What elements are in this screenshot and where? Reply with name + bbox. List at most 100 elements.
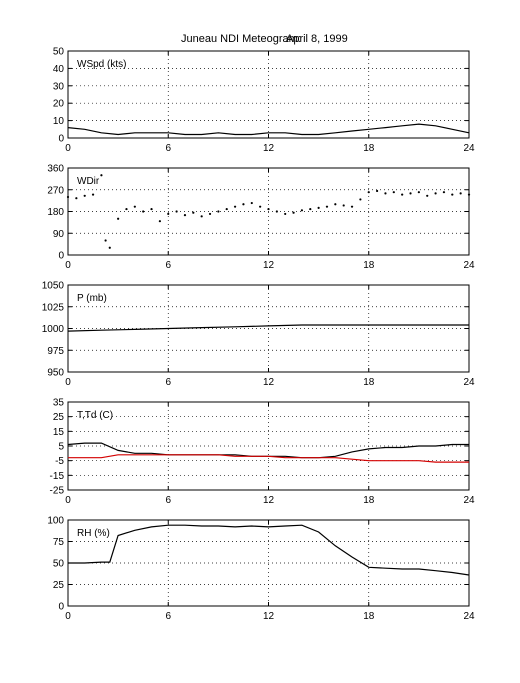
- series-line-0: [68, 524, 470, 576]
- data-point: [434, 192, 437, 195]
- panel-label: WDir: [77, 176, 100, 187]
- data-point: [66, 195, 70, 199]
- panel-label: P (mb): [77, 293, 107, 304]
- data-point: [225, 207, 228, 211]
- data-point: [167, 212, 170, 216]
- x-tick-label: 6: [165, 611, 171, 622]
- x-tick-label: 0: [65, 260, 71, 271]
- panel-1: 0 90 180 270 360 0 6 12 18 24 WDir: [47, 164, 475, 272]
- figure-date: April 8, 1999: [286, 33, 348, 45]
- x-tick-label: 18: [363, 143, 375, 154]
- data-point: [108, 246, 111, 249]
- x-tick-label: 12: [263, 495, 275, 506]
- data-point: [267, 207, 270, 211]
- y-tick-label: 0: [58, 602, 64, 613]
- y-tick-label: 30: [53, 81, 65, 92]
- y-tick-label: 15: [53, 427, 65, 438]
- series-line-0: [67, 324, 469, 332]
- y-tick-label: 1000: [42, 324, 65, 335]
- panel-4: 0 25 50 75 100 0 6 12 18 24 RH (%): [47, 516, 475, 623]
- data-point: [350, 205, 354, 208]
- data-point: [75, 197, 78, 200]
- y-tick-label: 100: [47, 516, 64, 527]
- y-tick-label: 1050: [42, 281, 65, 292]
- data-point: [91, 193, 95, 196]
- x-tick-label: 24: [463, 377, 475, 388]
- y-tick-label: 180: [47, 207, 64, 218]
- x-tick-label: 12: [263, 260, 275, 271]
- y-tick-label: 270: [47, 185, 64, 196]
- x-tick-label: 0: [65, 143, 71, 154]
- y-tick-label: 5: [58, 442, 64, 453]
- y-tick-label: -25: [50, 486, 65, 497]
- data-point: [426, 194, 429, 197]
- y-tick-label: 50: [53, 559, 65, 570]
- data-point: [192, 211, 195, 214]
- x-tick-label: 12: [263, 143, 275, 154]
- data-point: [100, 174, 103, 177]
- data-point: [334, 203, 337, 206]
- y-tick-label: -5: [55, 456, 64, 467]
- data-point: [392, 191, 395, 194]
- y-tick-label: 1025: [42, 302, 65, 313]
- data-point: [200, 215, 203, 218]
- x-tick-label: 12: [263, 377, 275, 388]
- data-point: [459, 192, 462, 195]
- x-tick-label: 18: [363, 611, 375, 622]
- data-point: [325, 205, 329, 208]
- data-point: [259, 205, 262, 208]
- data-point: [250, 201, 253, 205]
- panel-label: RH (%): [77, 528, 110, 539]
- data-point: [175, 210, 178, 213]
- data-point: [442, 191, 446, 194]
- data-point: [233, 205, 237, 208]
- data-point: [309, 207, 312, 211]
- data-point: [183, 214, 187, 217]
- figure-title: Juneau NDI Meteogram:: [181, 33, 301, 45]
- x-tick-label: 6: [165, 377, 171, 388]
- x-tick-label: 6: [165, 143, 171, 154]
- y-tick-label: -15: [50, 471, 65, 482]
- data-point: [284, 212, 287, 216]
- x-tick-label: 6: [165, 495, 171, 506]
- y-tick-label: 950: [47, 368, 64, 379]
- y-tick-label: 25: [53, 412, 65, 423]
- y-tick-label: 90: [53, 229, 65, 240]
- data-point: [275, 210, 278, 213]
- data-point: [150, 207, 153, 211]
- panel-0: 0 10 20 30 40 50 0 6 12 18 24 WSpd (kts): [53, 47, 475, 155]
- data-point: [117, 217, 120, 220]
- y-tick-label: 25: [53, 580, 65, 591]
- data-point: [142, 210, 145, 213]
- x-tick-label: 24: [463, 260, 475, 271]
- data-point: [104, 239, 107, 242]
- data-point: [401, 193, 404, 196]
- y-tick-label: 360: [47, 164, 64, 175]
- data-point: [359, 198, 362, 201]
- data-point: [158, 220, 161, 223]
- data-point: [292, 211, 295, 214]
- data-point: [317, 206, 320, 209]
- y-tick-label: 35: [53, 398, 65, 409]
- data-point: [409, 192, 412, 195]
- panel-3: -25 -15 -5 5 15 25 35 0 6 12 18 24 T,Td (C): [50, 398, 475, 507]
- y-tick-label: 975: [47, 346, 64, 357]
- y-tick-label: 50: [53, 47, 65, 58]
- data-point: [133, 205, 136, 208]
- data-point: [217, 210, 220, 213]
- x-tick-label: 24: [463, 611, 475, 622]
- data-point: [367, 191, 370, 194]
- data-point: [376, 189, 379, 193]
- x-tick-label: 0: [65, 377, 71, 388]
- series-line-0: [67, 123, 470, 136]
- data-point: [451, 193, 454, 196]
- series-line-1: [68, 454, 469, 463]
- data-point: [384, 192, 387, 195]
- data-point: [300, 209, 304, 212]
- y-tick-label: 0: [58, 251, 64, 262]
- x-tick-label: 18: [363, 260, 375, 271]
- data-point: [83, 194, 86, 197]
- data-point: [417, 191, 420, 194]
